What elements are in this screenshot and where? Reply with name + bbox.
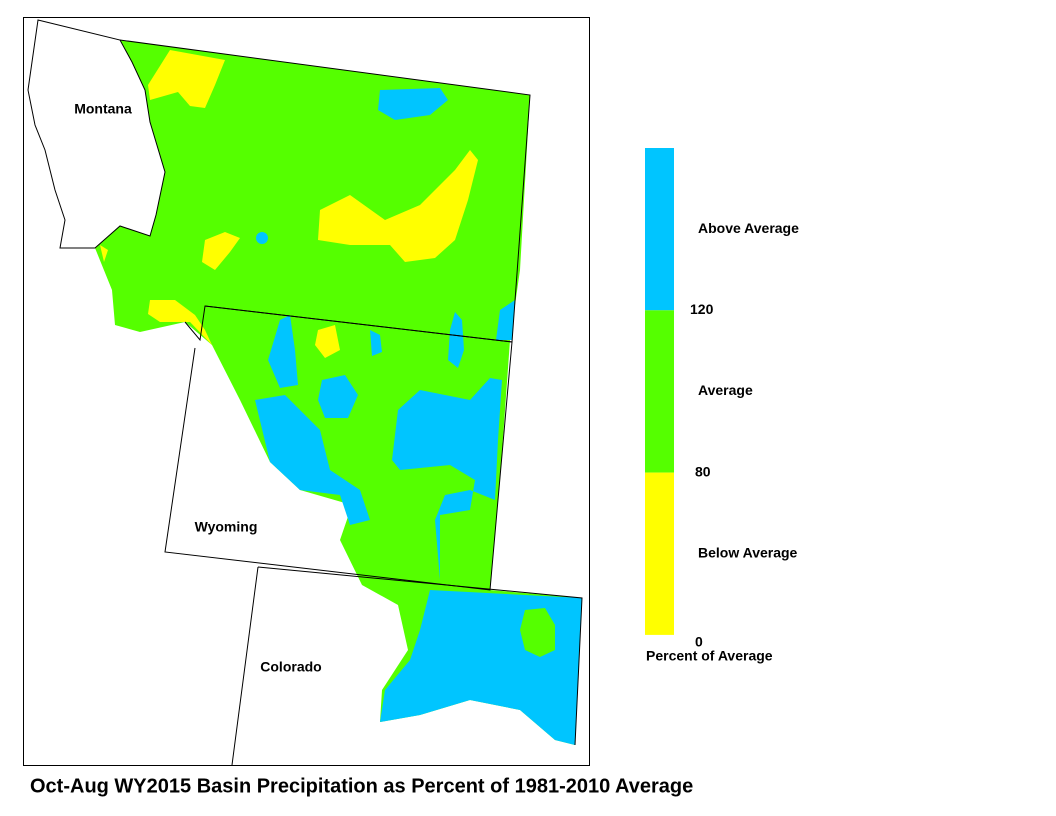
legend-label: Average	[698, 382, 753, 398]
legend-label: Above Average	[698, 220, 799, 236]
precip-map	[95, 40, 582, 745]
legend-break: 0	[695, 634, 703, 650]
state-label: Colorado	[260, 659, 321, 675]
map-title: Oct-Aug WY2015 Basin Precipitation as Pe…	[30, 775, 693, 797]
legend: Percent of Average Above Average Average B…	[645, 148, 799, 664]
legend-label: Below Average	[698, 544, 798, 560]
legend-break: 80	[695, 463, 711, 479]
state-boundaries	[27, 19, 583, 766]
legend-title: Percent of Average	[646, 648, 773, 664]
state-label: Wyoming	[195, 519, 258, 535]
legend-swatch	[645, 472, 674, 635]
legend-swatch	[645, 310, 674, 473]
legend-swatch	[645, 148, 674, 311]
legend-break: 120	[690, 301, 714, 317]
state-label: Montana	[74, 101, 132, 117]
